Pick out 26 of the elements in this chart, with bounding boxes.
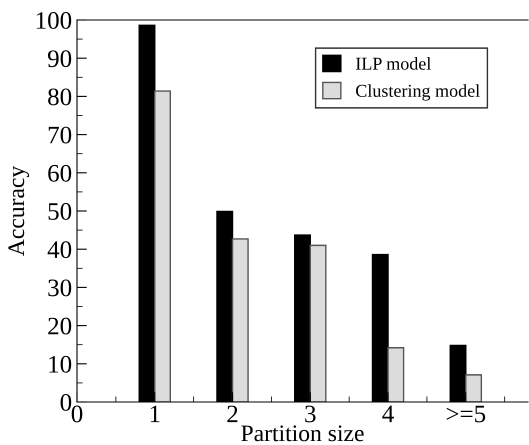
x-tick-label: >=5 <box>446 406 486 422</box>
y-tick-label: 60 <box>48 164 72 182</box>
bar <box>232 238 249 402</box>
x-tick-label: 3 <box>305 406 316 422</box>
x-tick-label: 1 <box>150 406 160 422</box>
y-tick-label: 50 <box>48 203 72 220</box>
legend-label: Clustering model <box>356 84 480 101</box>
legend-label: ILP model <box>356 57 431 70</box>
y-tick-label: 90 <box>48 50 72 68</box>
y-tick-label: 20 <box>48 318 72 335</box>
x-axis-title: Partition size <box>241 425 364 442</box>
y-tick-label: 40 <box>48 241 72 258</box>
y-tick-label: 70 <box>48 126 72 144</box>
bar <box>465 374 482 402</box>
y-tick-label: 0 <box>60 394 72 411</box>
bar <box>387 347 404 402</box>
x-tick-label: 4 <box>382 406 394 422</box>
bar <box>154 90 172 402</box>
x-tick-label: 0 <box>72 406 82 422</box>
y-tick-label: 30 <box>48 279 72 296</box>
bar <box>310 244 327 402</box>
y-tick-label: 100 <box>36 12 72 29</box>
y-tick-label: 80 <box>48 88 72 106</box>
x-tick-label: 2 <box>227 406 238 422</box>
y-tick-label: 10 <box>49 356 72 373</box>
y-axis-title: Accuracy <box>8 166 30 256</box>
